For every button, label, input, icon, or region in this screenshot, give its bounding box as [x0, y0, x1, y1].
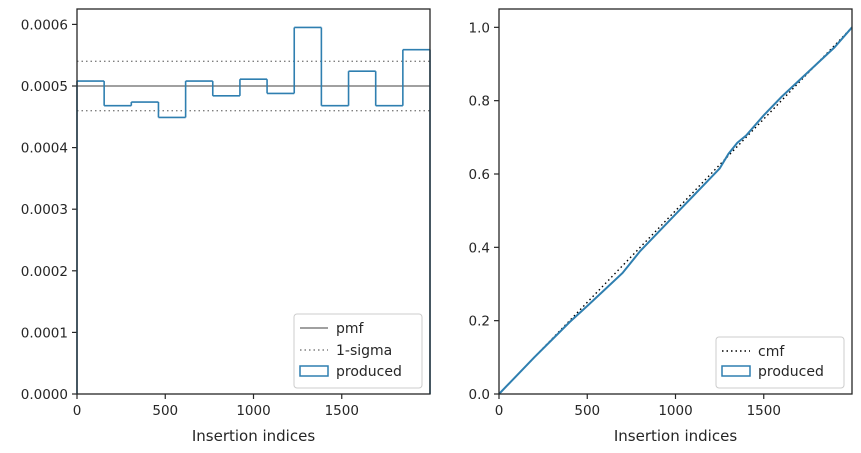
x-tick-label: 1500 — [747, 403, 781, 419]
right-plot-marks — [498, 26, 853, 395]
x-tick-label: 500 — [152, 403, 178, 419]
legend-produced-label: produced — [336, 364, 402, 380]
x-tick-label: 0 — [73, 403, 82, 419]
y-tick-label: 0.8 — [469, 94, 490, 110]
x-tick-label: 1500 — [325, 403, 359, 419]
left-legend-box — [293, 313, 423, 389]
histogram-panel: 0.0000 0.0001 0.0002 0.0003 0.0004 0.0005 0.00… — [21, 8, 431, 445]
left-x-ticks: 0 500 1000 1500 — [73, 394, 359, 419]
y-tick-label: 0.2 — [469, 314, 490, 330]
legend-pmf-label: pmf — [336, 321, 365, 337]
right-x-axis-label: Insertion indices — [614, 427, 737, 445]
right-y-ticks: 0.0 0.2 0.4 0.6 0.8 1.0 — [469, 20, 499, 403]
left-plot-marks — [76, 26, 431, 394]
y-tick-label: 0.0002 — [21, 264, 68, 280]
left-legend: pmf 1-sigma produced — [293, 313, 423, 389]
y-tick-label: 0.0001 — [21, 325, 68, 341]
legend-produced-swatch — [299, 365, 329, 377]
x-tick-label: 1000 — [236, 403, 270, 419]
legend-sigma-label: 1-sigma — [336, 343, 392, 359]
x-tick-label: 500 — [574, 403, 600, 419]
y-tick-label: 0.4 — [469, 240, 490, 256]
y-tick-label: 1.0 — [469, 20, 490, 36]
x-tick-label: 0 — [495, 403, 504, 419]
left-axes-frame — [76, 8, 431, 395]
legend-cmf-label: cmf — [758, 344, 785, 360]
y-tick-label: 0.0005 — [21, 79, 68, 95]
y-tick-label: 0.0006 — [21, 17, 68, 33]
legend-produced-swatch-right — [721, 365, 751, 377]
right-x-ticks: 0 500 1000 1500 — [495, 394, 781, 419]
y-tick-label: 0.0003 — [21, 202, 68, 218]
x-tick-label: 1000 — [658, 403, 692, 419]
y-tick-label: 0.0 — [469, 387, 490, 403]
produced-cumulative-line — [498, 26, 853, 395]
y-tick-label: 0.0004 — [21, 141, 68, 157]
cmf-panel: 0.0 0.2 0.4 0.6 0.8 1.0 0 500 1000 1500 Insertio… — [469, 8, 853, 445]
y-tick-label: 0.0000 — [21, 387, 68, 403]
left-x-axis-label: Insertion indices — [192, 427, 315, 445]
legend-produced-label-right: produced — [758, 364, 824, 380]
cmf-reference-line — [498, 26, 853, 395]
right-axes-frame — [498, 8, 853, 395]
y-tick-label: 0.6 — [469, 167, 490, 183]
right-legend: cmf produced — [715, 336, 845, 389]
left-y-ticks: 0.0000 0.0001 0.0002 0.0003 0.0004 0.0005 0.00… — [21, 17, 77, 403]
